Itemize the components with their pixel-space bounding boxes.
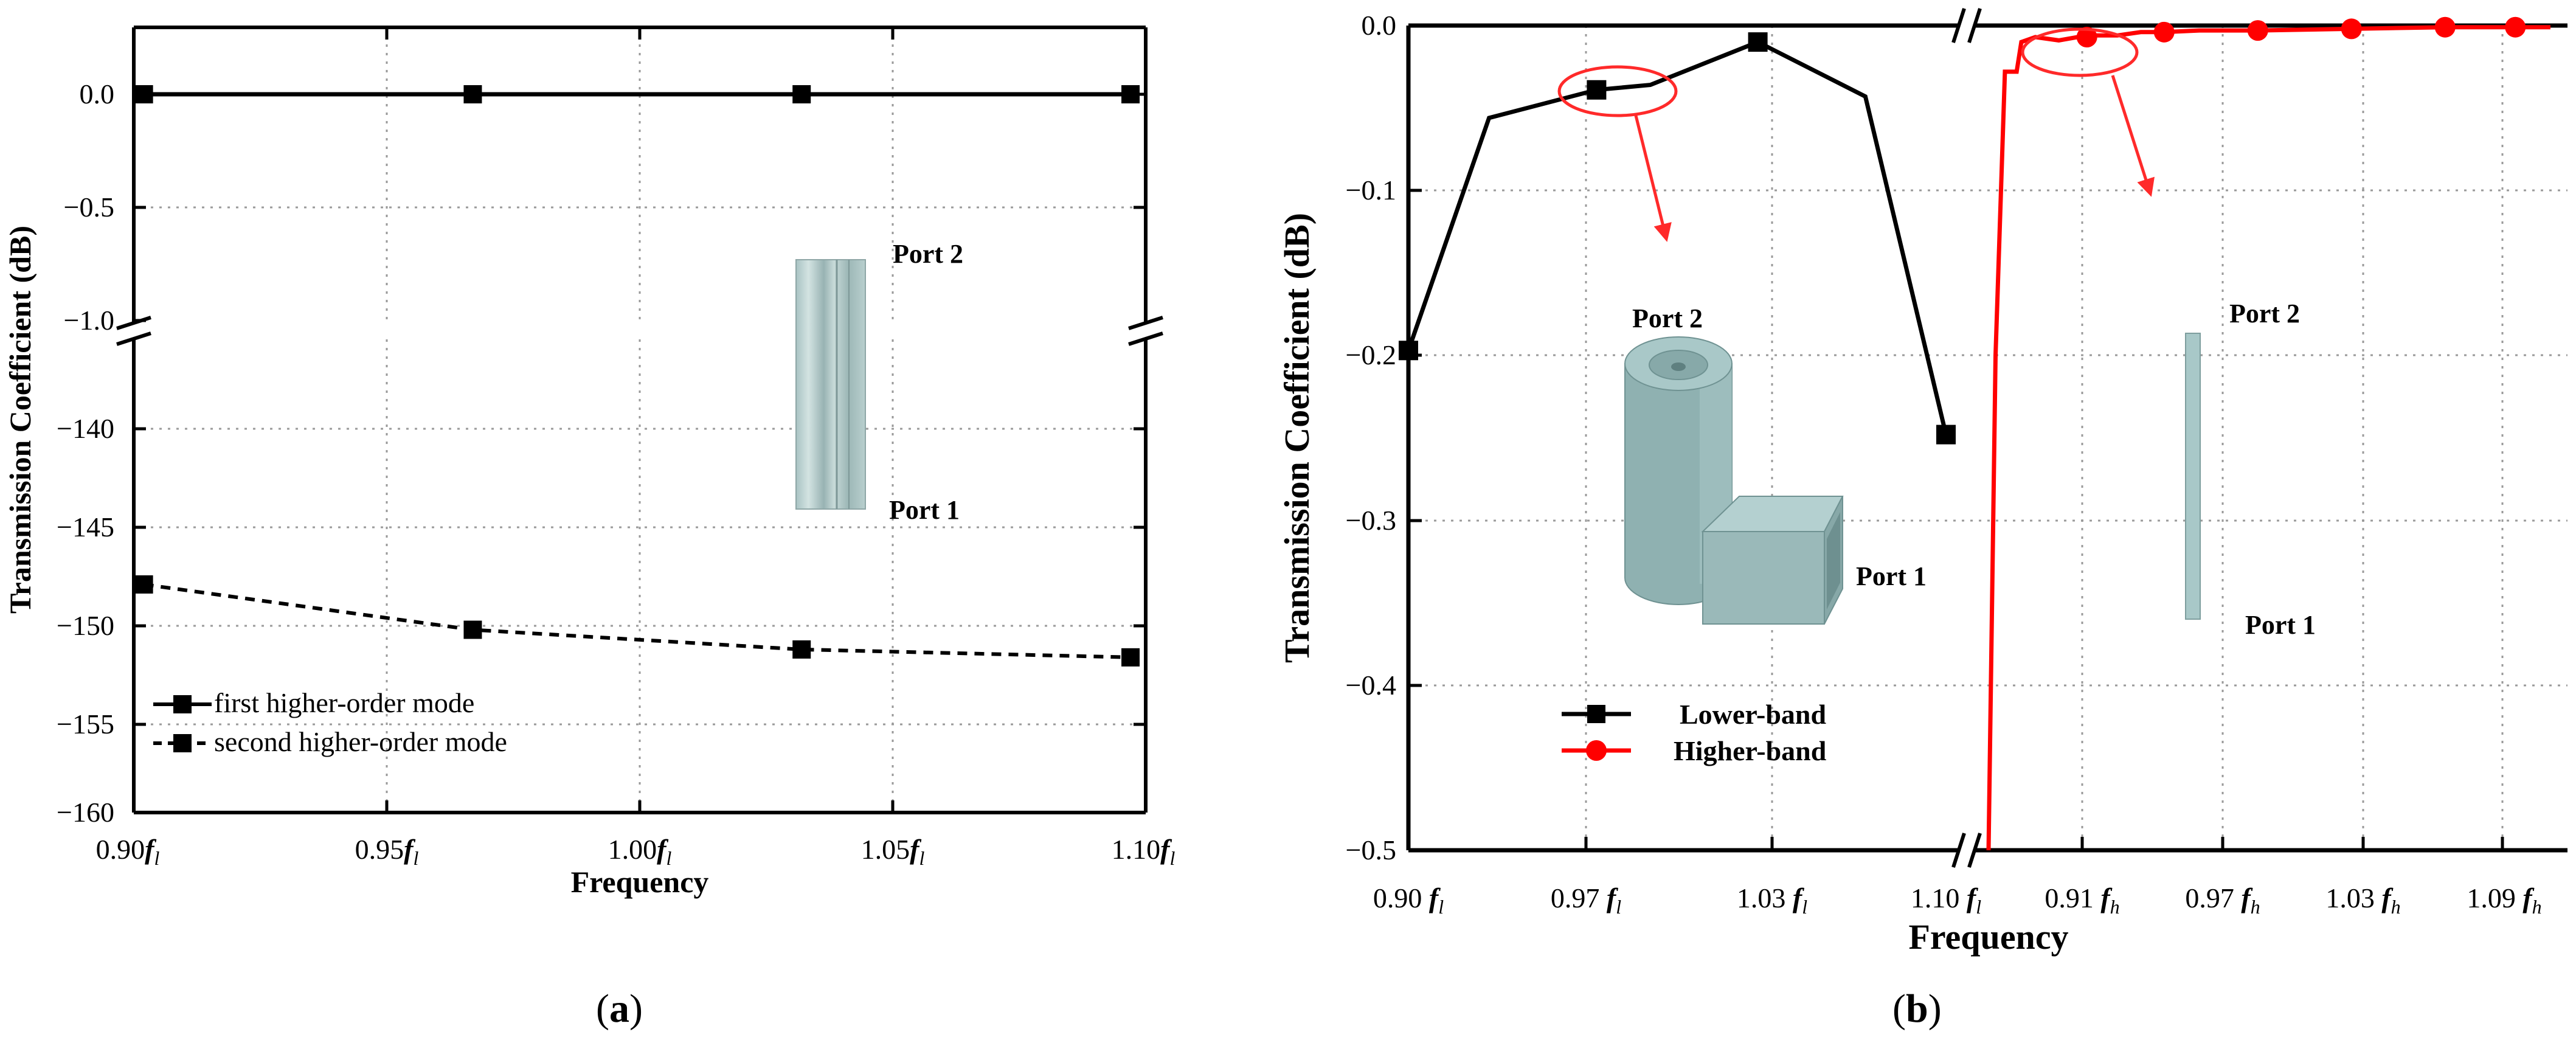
- b-series-1-point-5: [2505, 16, 2526, 38]
- legend-marker-lower-band: [1587, 705, 1605, 723]
- panel-a-x-ticks: [385, 27, 895, 813]
- legend-marker-first: [173, 695, 192, 713]
- b-xtick-0: 0.90 fl: [1373, 882, 1444, 918]
- caption-b: (b): [1892, 986, 1942, 1031]
- b-series-1-point-4: [2434, 16, 2456, 38]
- b-series-1-point-1: [2153, 21, 2175, 43]
- a-series-1-point-3: [1121, 648, 1140, 667]
- a-series-1-point-2: [792, 640, 811, 659]
- legend-second-higher-order-mode: second higher-order mode: [214, 726, 507, 757]
- a-xtick-0: 0.90fl: [96, 834, 160, 869]
- a-ytick-0: 0.0: [80, 78, 115, 109]
- rectangular-arm-front: [1702, 531, 1825, 625]
- b-xtick-2: 1.03 fl: [1737, 882, 1807, 918]
- panel-b-y-tick-labels: 0.0 −0.1 −0.2 −0.3 −0.4 −0.5: [1346, 10, 1396, 865]
- panel-b-x-tick-labels: 0.90 fl 0.97 fl 1.03 fl 1.10 fl 0.91 fh …: [1373, 882, 2542, 918]
- panel-a-y-label: Transmission Coefficient (dB): [3, 226, 37, 614]
- b-series-0-point-1: [1587, 80, 1607, 100]
- panel-b-inset-rod: [2185, 333, 2201, 620]
- a-series-0-point-2: [792, 85, 811, 103]
- panel-a-port-1-label: Port 1: [889, 495, 960, 525]
- panel-a-port-2-label: Port 2: [893, 239, 963, 269]
- a-ytick-1: −0.5: [64, 192, 114, 223]
- panel-b-x-break-bottom: [1951, 833, 1982, 868]
- series-second-higher-order-mode-line: [144, 583, 1131, 659]
- panel-b-legend: Lower-band Higher-band: [1562, 699, 1827, 766]
- panel-b-left-port-1-label: Port 1: [1856, 561, 1927, 591]
- b-ytick-3: −0.3: [1346, 505, 1396, 536]
- b-series-1-point-2: [2247, 20, 2268, 41]
- panel-a-markers: [134, 85, 1140, 667]
- panel-b: 0.0 −0.1 −0.2 −0.3 −0.4 −0.5 0.90 fl 0.9…: [1277, 8, 2567, 1031]
- b-xtick-1: 0.97 fl: [1551, 882, 1621, 918]
- a-ytick-4: −145: [57, 511, 114, 543]
- b-ytick-1: −0.1: [1346, 175, 1396, 206]
- a-xtick-4: 1.10fl: [1112, 834, 1175, 869]
- b-xtick-5: 0.97 fh: [2185, 882, 2260, 918]
- a-xtick-1: 0.95fl: [355, 834, 419, 869]
- panel-b-x-break-top: [1951, 8, 1982, 43]
- panel-b-x-ticks: [1584, 837, 2504, 850]
- b-xtick-3: 1.10 fl: [1911, 882, 1981, 918]
- a-ytick-7: −160: [57, 797, 114, 828]
- a-xtick-3: 1.05fl: [861, 834, 925, 869]
- b-series-0-point-2: [1748, 32, 1768, 52]
- b-series-0-point-0: [1399, 341, 1418, 361]
- highlight-ellipse-lower: [1557, 65, 1678, 117]
- panel-b-inset-bend-waveguide: [1624, 336, 1844, 625]
- panel-a-x-tick-labels: 0.90fl 0.95fl 1.00fl 1.05fl 1.10fl: [96, 834, 1175, 869]
- panel-a-y-break-right: [1128, 316, 1163, 346]
- a-ytick-6: −155: [57, 709, 114, 740]
- legend-marker-second: [173, 734, 192, 752]
- panel-b-x-label: Frequency: [1908, 917, 2068, 957]
- a-series-0-point-3: [1121, 85, 1140, 103]
- b-series-0-point-3: [1936, 425, 1956, 445]
- panel-a-inset-waveguide: [795, 259, 866, 510]
- a-series-1-point-1: [463, 620, 482, 639]
- panel-b-left-port-2-label: Port 2: [1632, 303, 1703, 333]
- b-ytick-0: 0.0: [1362, 10, 1397, 41]
- panel-b-grid: [1408, 26, 2567, 850]
- b-xtick-6: 1.03 fh: [2325, 882, 2400, 918]
- panel-b-frame: [1406, 23, 2567, 853]
- panel-b-right-port-2-label: Port 2: [2229, 299, 2300, 328]
- series-lower-band-line: [1406, 40, 1948, 435]
- b-ytick-2: −0.2: [1346, 339, 1396, 370]
- highlight-ellipse-higher: [2021, 27, 2139, 77]
- panel-b-y-label: Transmission Coefficient (dB): [1277, 213, 1317, 663]
- b-xtick-7: 1.09 fh: [2467, 882, 2541, 918]
- cylinder-shape: [795, 259, 866, 510]
- b-series-1-point-3: [2341, 18, 2362, 40]
- a-ytick-5: −150: [57, 610, 114, 641]
- panel-a-y-tick-labels: 0.0 −0.5 −1.0 −140 −145 −150 −155 −160: [57, 78, 114, 828]
- panel-a-x-label: Frequency: [571, 865, 709, 899]
- b-xtick-4: 0.91 fh: [2045, 882, 2119, 918]
- a-series-1-point-0: [134, 575, 153, 594]
- a-xtick-2: 1.00fl: [608, 834, 672, 869]
- legend-higher-band: Higher-band: [1674, 735, 1827, 766]
- legend-first-higher-order-mode: first higher-order mode: [214, 687, 474, 718]
- arrow-lower: [1634, 115, 1672, 242]
- a-ytick-3: −140: [57, 413, 114, 444]
- arrow-higher: [2111, 75, 2155, 197]
- b-ytick-4: −0.4: [1346, 670, 1396, 701]
- a-series-0-point-1: [463, 85, 482, 103]
- caption-a: (a): [596, 986, 643, 1031]
- panel-b-annotations: [1557, 27, 2155, 242]
- b-series-1-point-0: [2076, 26, 2097, 47]
- b-ytick-5: −0.5: [1346, 834, 1396, 865]
- a-series-0-point-0: [134, 85, 153, 103]
- panel-b-right-port-1-label: Port 1: [2245, 610, 2316, 640]
- panel-a: 0.0 −0.5 −1.0 −140 −145 −150 −155 −160 0…: [3, 26, 1175, 1031]
- legend-marker-higher-band: [1586, 740, 1607, 761]
- panel-a-legend: first higher-order mode second higher-or…: [153, 687, 507, 757]
- series-higher-band-line: [1986, 25, 2550, 851]
- legend-lower-band: Lower-band: [1680, 699, 1827, 730]
- a-ytick-2: −1.0: [64, 305, 114, 336]
- panel-b-markers: [1399, 16, 2526, 445]
